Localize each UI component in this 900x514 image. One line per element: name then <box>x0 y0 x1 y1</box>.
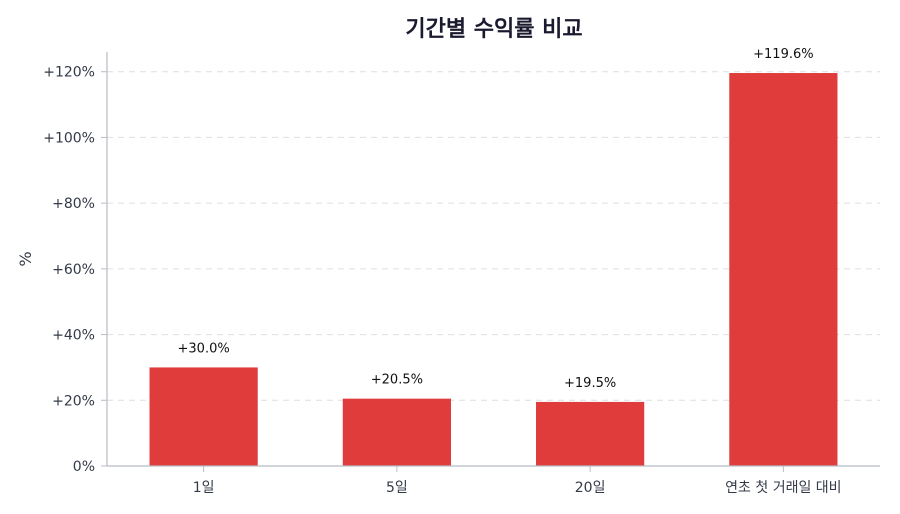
x-tick-label: 1일 <box>193 480 215 496</box>
y-tick-label: +80% <box>52 196 95 212</box>
bar-value-label: +20.5% <box>371 373 423 388</box>
axis-layer: 0% +20% +40% +60% +80% +100% +120% 1일 5일 20일 연초 첫 … <box>43 52 880 496</box>
y-tick-label: +120% <box>43 65 95 81</box>
y-tick-label: +60% <box>52 262 95 278</box>
bar-value-label: +119.6% <box>753 47 813 62</box>
grid-layer <box>107 71 880 401</box>
label-layer: +30.0% +20.5% +19.5% +119.6% <box>178 47 814 391</box>
bar <box>342 398 451 466</box>
x-tick-label: 20일 <box>575 480 606 496</box>
bar-value-label: +30.0% <box>178 341 230 356</box>
chart-title: 기간별 수익률 비교 <box>405 17 582 42</box>
bar <box>729 73 838 467</box>
y-tick-label: +20% <box>52 393 95 409</box>
bar-value-label: +19.5% <box>564 376 616 391</box>
bar <box>536 401 645 466</box>
y-tick-label: +100% <box>43 130 95 146</box>
y-tick-label: 0% <box>73 459 95 475</box>
bar <box>149 367 258 466</box>
x-tick-label: 연초 첫 거래일 대비 <box>725 480 841 496</box>
bar-layer <box>149 73 838 467</box>
x-tick-label: 5일 <box>386 480 408 496</box>
y-axis-label: % <box>16 251 35 266</box>
y-tick-label: +40% <box>52 328 95 344</box>
